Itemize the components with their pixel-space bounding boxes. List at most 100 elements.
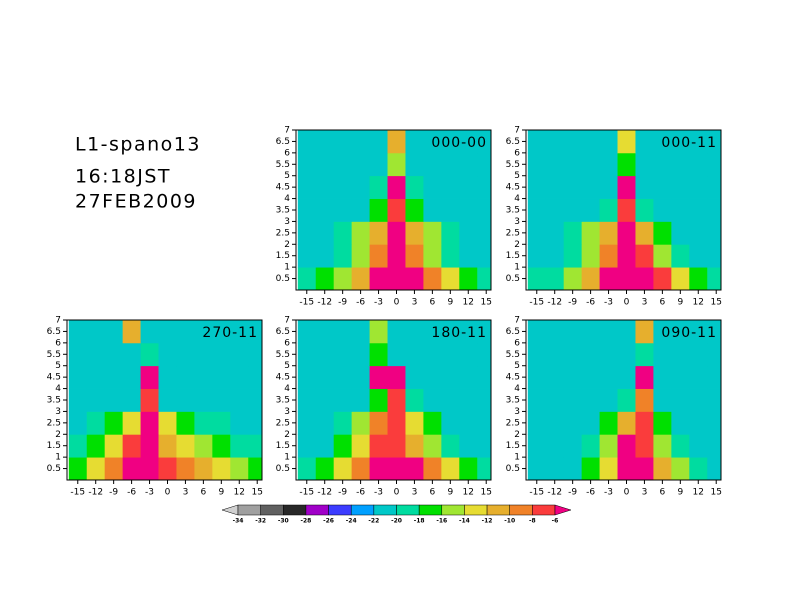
y-tick-label: 5.5 — [506, 160, 520, 170]
heat-cell — [194, 365, 213, 389]
heat-cell — [545, 388, 565, 412]
y-tick-label: 1.5 — [276, 441, 290, 451]
heat-cell — [369, 342, 388, 367]
colorbar-swatch — [305, 504, 329, 516]
header-line: L1-spano13 — [75, 134, 201, 156]
heat-cell — [581, 411, 600, 435]
heat-cell — [387, 221, 406, 245]
heat-cell — [212, 411, 231, 435]
heat-cell — [617, 320, 636, 344]
heat-cell — [441, 320, 460, 344]
heat-cell — [441, 411, 460, 435]
colorbar-swatch — [373, 504, 397, 516]
heat-cell — [351, 152, 370, 177]
heat-cell — [707, 342, 721, 367]
heat-cell — [635, 221, 654, 245]
heat-cell — [459, 434, 478, 458]
x-tick-label: -3 — [374, 298, 383, 308]
heat-cell — [653, 342, 672, 367]
x-tick-label: -15 — [529, 488, 544, 498]
heat-cell — [423, 342, 442, 367]
heat-cell — [369, 130, 388, 154]
heat-cell — [104, 342, 124, 367]
x-tick-label: 0 — [394, 298, 400, 308]
heat-cell — [248, 411, 262, 435]
heat-cell — [599, 267, 618, 290]
heat-cell — [333, 342, 353, 367]
heat-cell — [86, 388, 106, 412]
heat-cell — [707, 130, 721, 154]
heat-cell — [689, 152, 708, 177]
heat-cell — [671, 388, 690, 412]
plot-area — [68, 320, 262, 480]
heat-cell — [545, 457, 565, 480]
x-tick-label: -9 — [338, 298, 347, 308]
heat-cell — [441, 388, 460, 412]
panel-title: 000-00 — [431, 135, 487, 151]
heat-cell — [405, 342, 424, 367]
heat-cell — [707, 221, 721, 245]
heat-cell — [563, 365, 583, 389]
colorbar-label: -8 — [529, 518, 536, 525]
heat-cell — [212, 457, 231, 480]
y-tick-label: 6.5 — [506, 137, 520, 147]
x-tick-label: -15 — [299, 298, 314, 308]
colorbar-swatch — [283, 504, 307, 516]
heat-cell — [230, 320, 249, 344]
heat-cell — [527, 152, 547, 177]
x-tick-label: 6 — [430, 298, 436, 308]
heat-cell — [158, 434, 177, 458]
x-tick-label: -12 — [88, 488, 103, 498]
heat-cell — [86, 365, 106, 389]
heat-cell — [671, 244, 690, 268]
heat-cell — [653, 457, 672, 480]
heat-cell — [653, 320, 672, 344]
y-tick-label: 4 — [55, 384, 61, 394]
heat-cell — [477, 267, 491, 290]
heat-cell — [369, 388, 388, 412]
heat-cell — [635, 175, 654, 199]
heat-cell — [617, 365, 636, 389]
x-tick-label: -15 — [299, 488, 314, 498]
heat-cell — [563, 175, 583, 199]
heat-cell — [563, 320, 583, 344]
heat-cell — [527, 175, 547, 199]
y-tick-label: 4.5 — [276, 373, 290, 383]
x-tick-label: 12 — [693, 488, 704, 498]
heat-cell — [315, 457, 335, 480]
heat-cell — [405, 198, 424, 222]
x-tick-label: 12 — [463, 298, 474, 308]
heat-cell — [351, 457, 370, 480]
heat-cell — [545, 221, 565, 245]
x-tick-label: 9 — [447, 298, 453, 308]
heat-cell — [459, 320, 478, 344]
y-tick-label: 4.5 — [506, 373, 520, 383]
y-tick-label: 5 — [55, 361, 61, 371]
heat-cell — [369, 457, 388, 480]
heat-cell — [248, 365, 262, 389]
heat-cell — [122, 434, 141, 458]
heat-cell — [459, 388, 478, 412]
heat-cell — [527, 457, 547, 480]
heat-cell — [599, 411, 618, 435]
x-tick-label: -12 — [547, 298, 562, 308]
heat-cell — [423, 198, 442, 222]
y-tick-label: 1 — [514, 453, 520, 463]
heat-cell — [599, 342, 618, 367]
y-tick-label: 0.5 — [47, 464, 61, 474]
heat-cell — [689, 244, 708, 268]
heat-cell — [104, 320, 124, 344]
heat-cell — [423, 411, 442, 435]
heat-cell — [86, 342, 106, 367]
colorbar-label: -24 — [346, 518, 357, 525]
heat-cell — [297, 388, 317, 412]
heat-cell — [459, 198, 478, 222]
heat-cell — [158, 365, 177, 389]
heat-cell — [477, 365, 491, 389]
heat-cell — [545, 130, 565, 154]
heat-cell — [581, 267, 600, 290]
heat-cell — [140, 365, 159, 389]
heat-cell — [563, 388, 583, 412]
colorbar-swatch — [328, 504, 352, 516]
heat-cell — [545, 198, 565, 222]
